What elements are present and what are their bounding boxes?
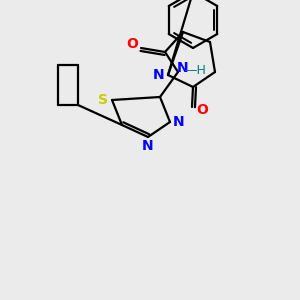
Text: N: N: [173, 115, 185, 129]
Text: O: O: [126, 37, 138, 51]
Text: S: S: [98, 93, 108, 107]
Text: —H: —H: [184, 64, 206, 76]
Text: O: O: [196, 103, 208, 117]
Text: N: N: [177, 61, 189, 75]
Text: N: N: [142, 139, 154, 153]
Text: N: N: [153, 68, 165, 82]
